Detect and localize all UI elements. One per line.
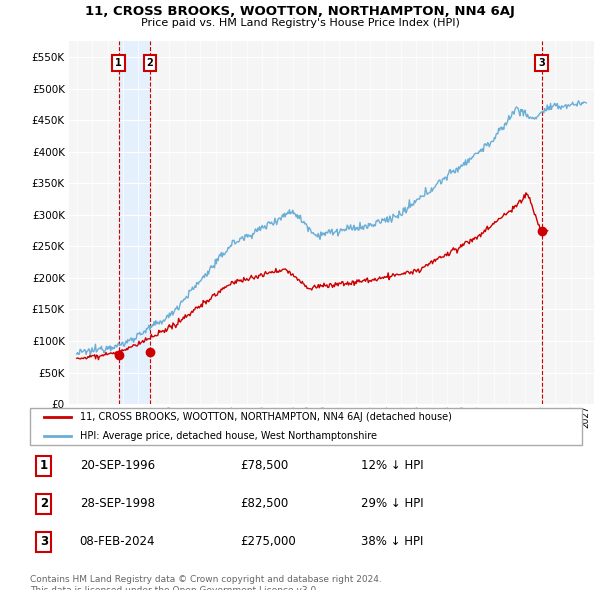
Text: Contains HM Land Registry data © Crown copyright and database right 2024.
This d: Contains HM Land Registry data © Crown c…	[30, 575, 382, 590]
Text: 3: 3	[40, 535, 48, 548]
Text: 12% ↓ HPI: 12% ↓ HPI	[361, 459, 424, 472]
Text: 2: 2	[40, 497, 48, 510]
Text: 1: 1	[40, 459, 48, 472]
Text: 1: 1	[115, 58, 122, 68]
Text: 20-SEP-1996: 20-SEP-1996	[80, 459, 155, 472]
FancyBboxPatch shape	[30, 408, 582, 445]
Text: 2: 2	[146, 58, 153, 68]
Text: 28-SEP-1998: 28-SEP-1998	[80, 497, 155, 510]
Text: 3: 3	[538, 58, 545, 68]
Text: 29% ↓ HPI: 29% ↓ HPI	[361, 497, 424, 510]
Text: £275,000: £275,000	[240, 535, 296, 548]
Text: 38% ↓ HPI: 38% ↓ HPI	[361, 535, 424, 548]
Text: Price paid vs. HM Land Registry's House Price Index (HPI): Price paid vs. HM Land Registry's House …	[140, 18, 460, 28]
Bar	[119, 41, 150, 404]
Text: 11, CROSS BROOKS, WOOTTON, NORTHAMPTON, NN4 6AJ: 11, CROSS BROOKS, WOOTTON, NORTHAMPTON, …	[85, 5, 515, 18]
Text: 08-FEB-2024: 08-FEB-2024	[80, 535, 155, 548]
Text: £82,500: £82,500	[240, 497, 288, 510]
Text: HPI: Average price, detached house, West Northamptonshire: HPI: Average price, detached house, West…	[80, 431, 377, 441]
Text: £78,500: £78,500	[240, 459, 288, 472]
Text: 11, CROSS BROOKS, WOOTTON, NORTHAMPTON, NN4 6AJ (detached house): 11, CROSS BROOKS, WOOTTON, NORTHAMPTON, …	[80, 412, 452, 422]
